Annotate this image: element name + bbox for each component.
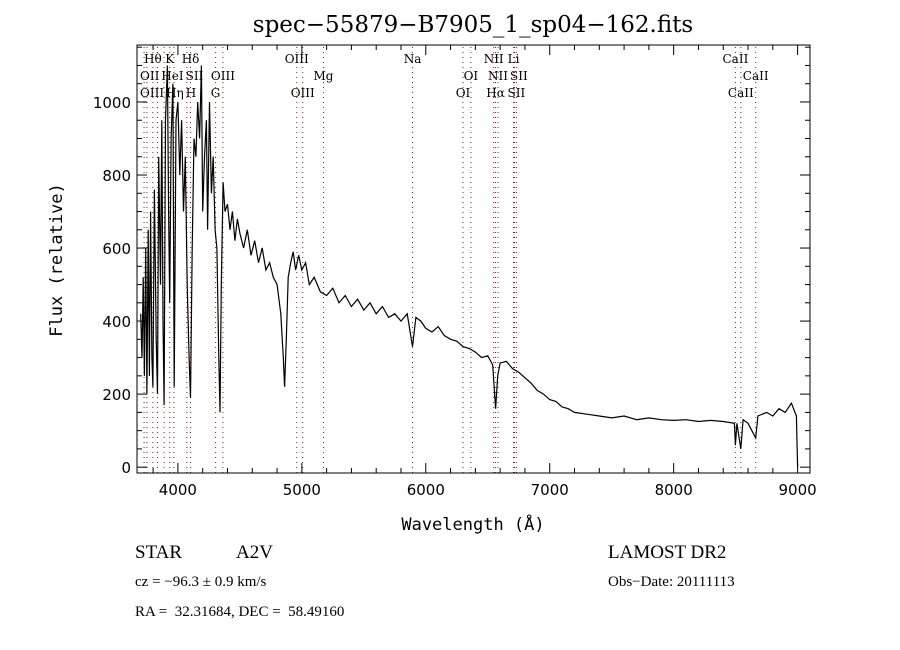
object-class: STAR (135, 542, 183, 563)
x-tick-label: 5000 (283, 481, 321, 499)
x-tick-label: 4000 (159, 481, 197, 499)
marker-label: Hα (486, 86, 505, 100)
marker-label: SII (508, 86, 526, 100)
marker-label: OII (140, 69, 160, 83)
marker-label: Hη (166, 86, 184, 100)
object-subclass: A2V (236, 542, 273, 563)
marker-label: OIII (291, 86, 315, 100)
x-tick-label: 8000 (655, 481, 693, 499)
marker-label: CaII (728, 86, 754, 100)
y-axis-label: Flux (relative) (47, 183, 67, 337)
marker-label: SII (510, 69, 528, 83)
marker-label: CaII (723, 52, 749, 66)
marker-label: NII (484, 52, 504, 66)
y-tick-label: 200 (102, 386, 131, 404)
y-tick-label: 400 (102, 313, 131, 331)
marker-label: Mg (314, 69, 334, 83)
marker-label: OI (464, 69, 479, 83)
marker-label: K (165, 52, 175, 66)
coordinates-text: RA = 32.31684, DEC = 58.49160 (135, 604, 345, 620)
marker-label: OIII (140, 86, 164, 100)
chart-title: spec−55879−B7905_1_sp04−162.fits (253, 12, 693, 38)
marker-label: Hθ (144, 52, 162, 66)
marker-label: G (211, 86, 221, 100)
marker-label: OI (456, 86, 471, 100)
plot-frame (136, 44, 811, 474)
marker-label: Na (404, 52, 422, 66)
x-tick-label: 6000 (407, 481, 445, 499)
marker-label: OIII (211, 69, 235, 83)
redshift-text: cz = −96.3 ± 0.9 km/s (135, 574, 267, 590)
spectrum-line (140, 65, 799, 468)
y-tick-label: 0 (121, 459, 131, 477)
marker-label: H (186, 86, 196, 100)
marker-label: SII (186, 69, 204, 83)
y-tick-label: 800 (102, 167, 131, 185)
axis-ticks: 4000 5000 6000 7000 8000 9000 0 200 400 600 800 100… (93, 45, 817, 499)
marker-label: HeI (161, 69, 184, 83)
marker-label: Li (508, 52, 520, 66)
x-axis-label: Wavelength (Å) (401, 513, 544, 535)
x-tick-label: 9000 (779, 481, 817, 499)
x-tick-label: 7000 (531, 481, 569, 499)
marker-label: Hδ (182, 52, 200, 66)
marker-label: OIII (285, 52, 309, 66)
marker-label: NII (488, 69, 508, 83)
y-tick-label: 1000 (93, 94, 131, 112)
obs-date: Obs−Date: 20111113 (608, 574, 735, 590)
marker-label: CaII (743, 69, 769, 83)
survey-label: LAMOST DR2 (608, 542, 727, 563)
y-tick-label: 600 (102, 240, 131, 258)
